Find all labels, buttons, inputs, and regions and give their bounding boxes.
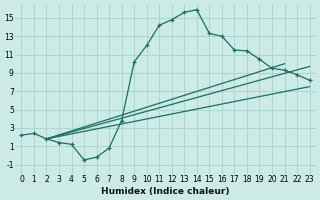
X-axis label: Humidex (Indice chaleur): Humidex (Indice chaleur)	[101, 187, 230, 196]
